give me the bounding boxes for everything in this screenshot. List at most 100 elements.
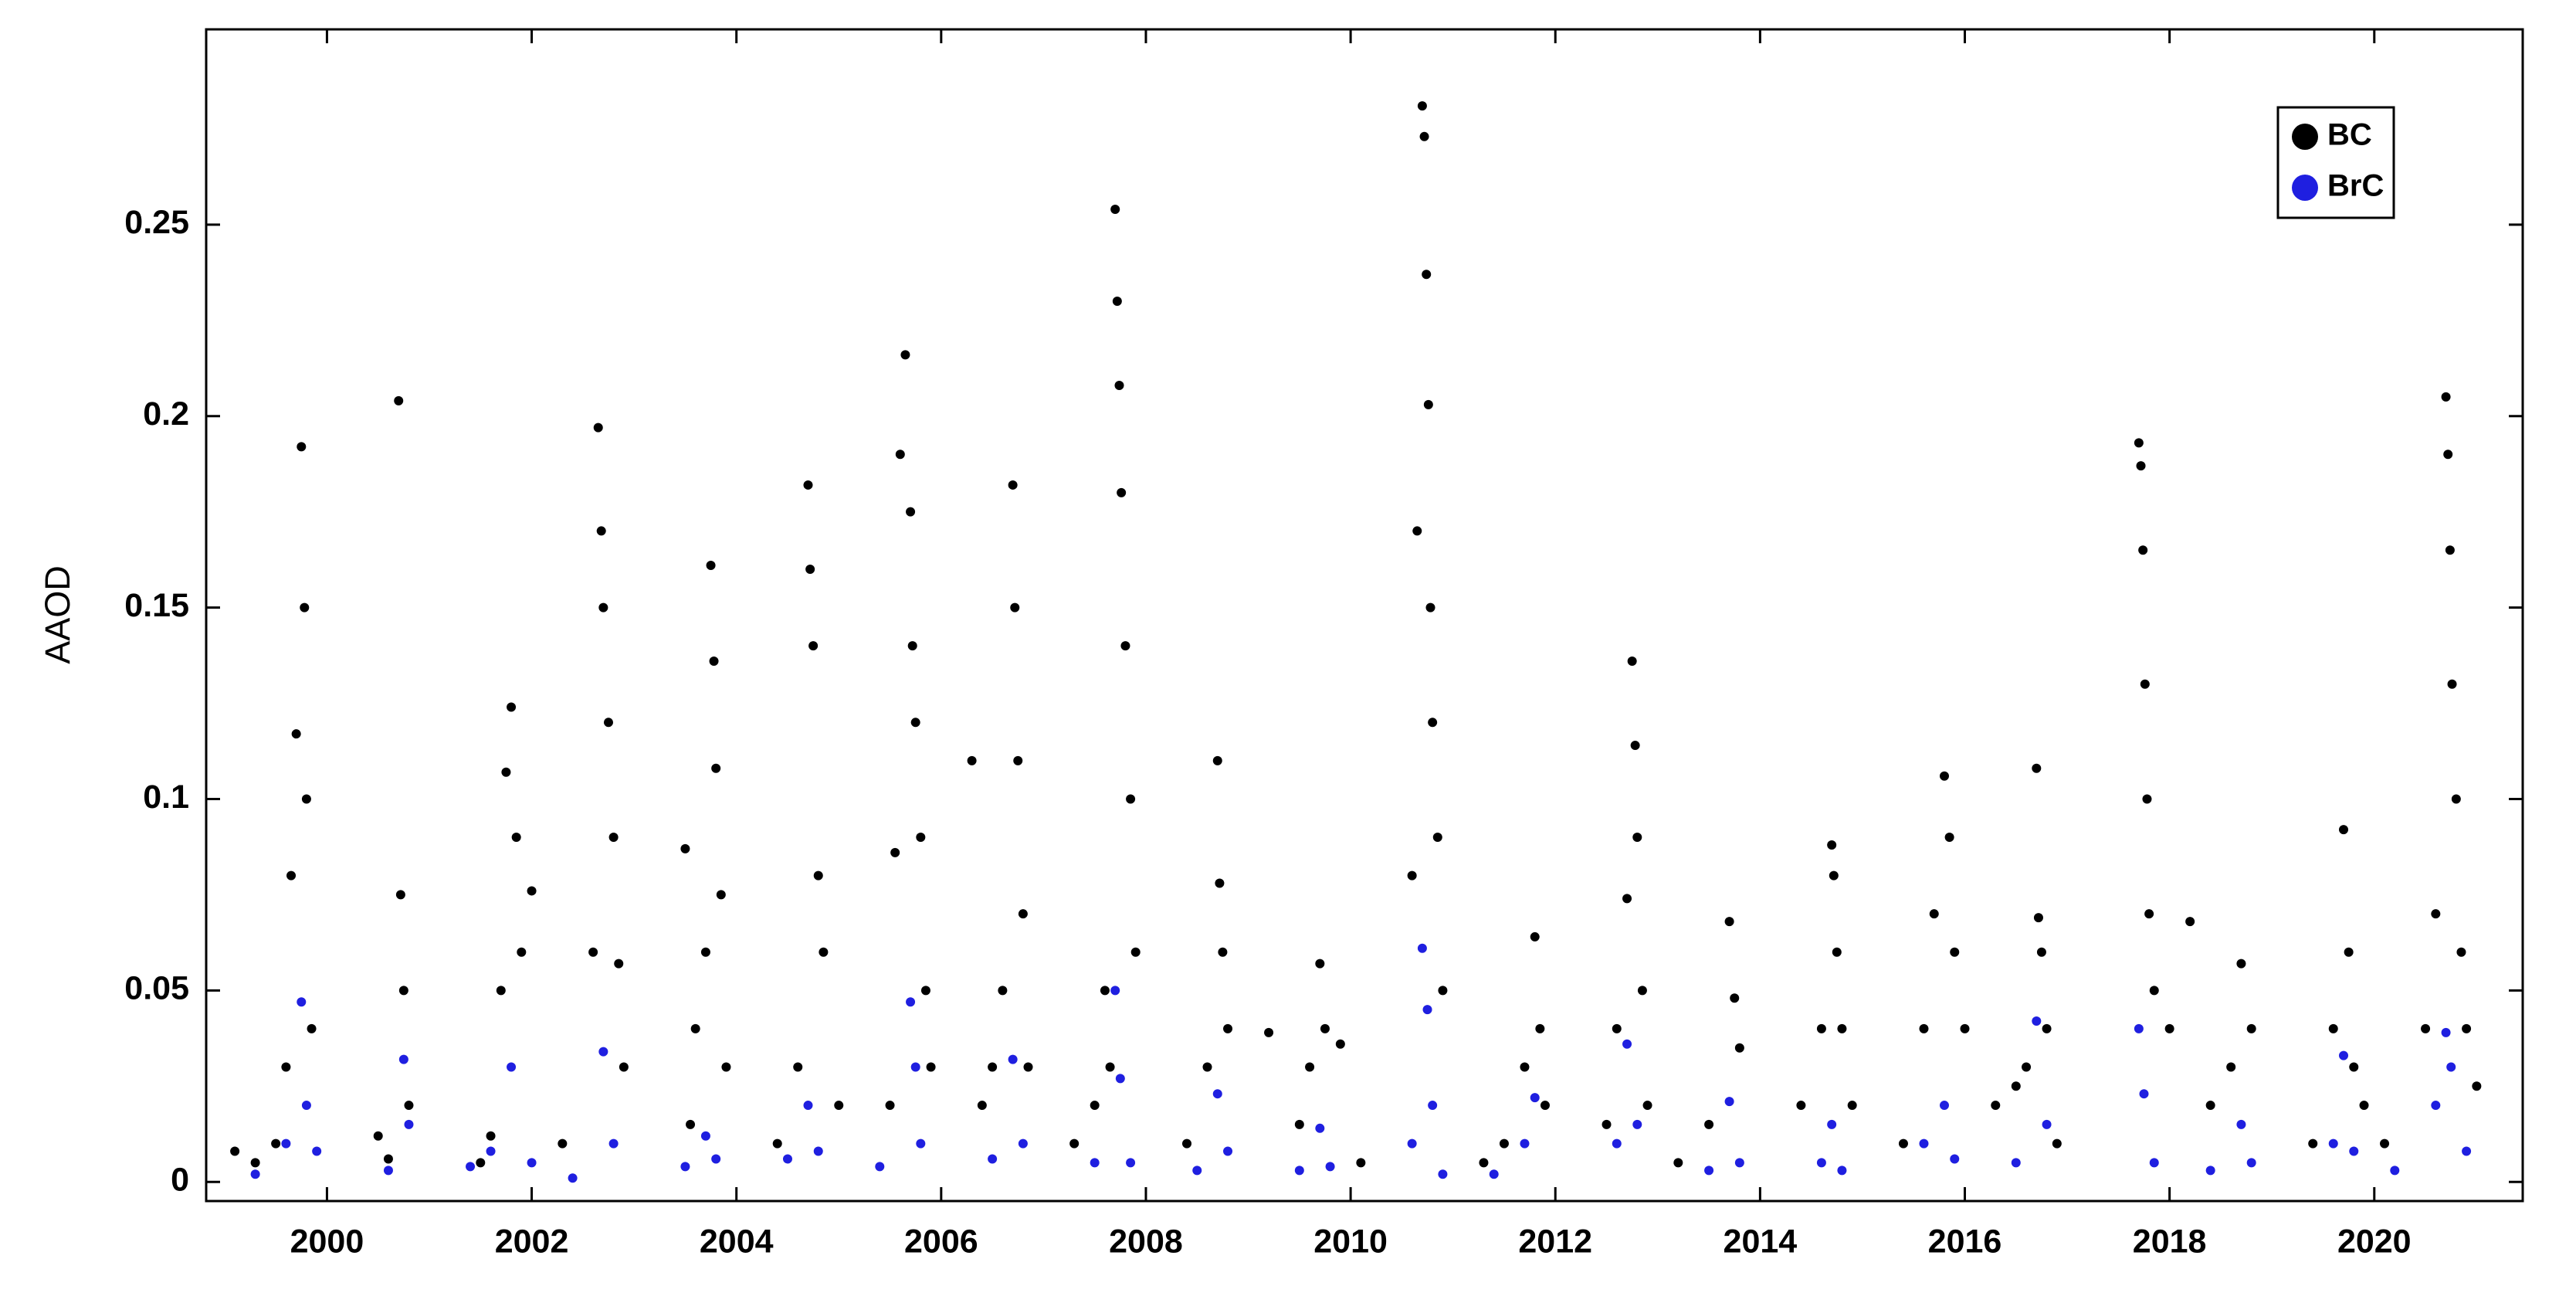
data-point (2246, 1023, 2256, 1033)
data-point (2022, 1062, 2032, 1072)
data-point (2390, 1166, 2400, 1176)
x-tick-label: 2006 (904, 1223, 978, 1260)
data-point (1520, 1062, 1530, 1072)
data-point (1130, 947, 1141, 957)
data-point (2205, 1101, 2215, 1111)
data-point (900, 350, 910, 360)
data-point (1202, 1062, 1212, 1072)
data-point (1438, 986, 1448, 996)
data-point (281, 1138, 291, 1149)
data-point (1724, 1097, 1734, 1107)
data-point (527, 886, 537, 896)
data-point (383, 1166, 393, 1176)
data-point (1929, 909, 1939, 919)
data-point (507, 702, 517, 712)
x-tick-label: 2002 (495, 1223, 569, 1260)
data-point (1704, 1119, 1714, 1129)
data-point (476, 1158, 486, 1168)
data-point (895, 450, 905, 460)
y-axis-label: AAOD (38, 565, 77, 664)
data-point (875, 1162, 885, 1172)
y-tick-label: 0.05 (124, 970, 189, 1007)
data-point (1734, 1043, 1744, 1053)
data-point (686, 1119, 696, 1129)
data-point (782, 1154, 792, 1164)
data-point (2339, 1050, 2349, 1060)
data-point (1117, 487, 1127, 497)
data-point (1796, 1101, 1806, 1111)
data-point (619, 1062, 629, 1072)
data-point (1090, 1158, 1100, 1168)
data-point (383, 1154, 393, 1164)
data-point (2462, 1023, 2472, 1033)
data-point (1126, 794, 1136, 804)
data-point (2226, 1062, 2236, 1072)
y-tick-label: 0 (171, 1162, 189, 1199)
data-point (709, 656, 719, 666)
data-point (1673, 1158, 1683, 1168)
x-tick-label: 2004 (700, 1223, 774, 1260)
data-point (1632, 1119, 1642, 1129)
data-point (2144, 909, 2154, 919)
data-point (2441, 1027, 2451, 1037)
data-point (250, 1158, 260, 1168)
data-point (1724, 917, 1734, 927)
data-point (1010, 602, 1020, 612)
data-point (394, 395, 404, 405)
data-point (1642, 1101, 1652, 1111)
data-point (2138, 545, 2148, 555)
data-point (1305, 1062, 1315, 1072)
data-point (2149, 1158, 2159, 1168)
data-point (2359, 1101, 2369, 1111)
data-point (1417, 943, 1427, 953)
data-point (1320, 1023, 1330, 1033)
data-point (2431, 909, 2441, 919)
y-tick-label: 0.2 (143, 395, 189, 433)
x-tick-label: 2016 (1928, 1223, 2002, 1260)
data-point (614, 959, 624, 969)
data-point (2441, 392, 2451, 402)
data-point (1023, 1062, 1033, 1072)
data-point (1919, 1138, 1929, 1149)
data-point (808, 641, 819, 651)
x-tick-label: 2018 (2133, 1223, 2207, 1260)
data-point (2042, 1023, 2052, 1033)
data-point (1412, 526, 1422, 536)
data-point (926, 1062, 936, 1072)
data-point (1419, 131, 1429, 141)
data-point (511, 833, 521, 843)
data-point (2140, 679, 2150, 689)
data-point (291, 729, 301, 739)
data-point (1407, 1138, 1417, 1149)
data-point (1530, 1093, 1540, 1103)
data-point (2164, 1023, 2174, 1033)
data-point (803, 1101, 813, 1111)
data-point (1622, 894, 1632, 904)
data-point (1489, 1169, 1499, 1179)
data-point (2443, 450, 2453, 460)
data-point (1428, 718, 1438, 728)
data-point (910, 1062, 920, 1072)
x-tick-label: 2012 (1518, 1223, 1592, 1260)
data-point (2134, 438, 2144, 448)
data-point (1407, 870, 1417, 881)
data-point (1215, 878, 1225, 888)
data-point (1335, 1039, 1345, 1049)
data-point (1223, 1023, 1233, 1033)
data-point (2032, 763, 2042, 773)
data-point (2451, 794, 2461, 804)
data-point (716, 890, 726, 900)
data-point (2456, 947, 2466, 957)
data-point (1939, 771, 1949, 781)
data-point (2185, 917, 2195, 927)
data-point (1423, 399, 1433, 409)
data-point (507, 1062, 517, 1072)
data-point (1008, 1054, 1018, 1064)
data-point (1991, 1101, 2001, 1111)
x-tick-label: 2020 (2337, 1223, 2412, 1260)
data-point (1425, 602, 1435, 612)
data-point (706, 561, 716, 571)
data-point (1944, 833, 1954, 843)
data-point (1847, 1101, 1857, 1111)
data-point (2033, 913, 2043, 923)
